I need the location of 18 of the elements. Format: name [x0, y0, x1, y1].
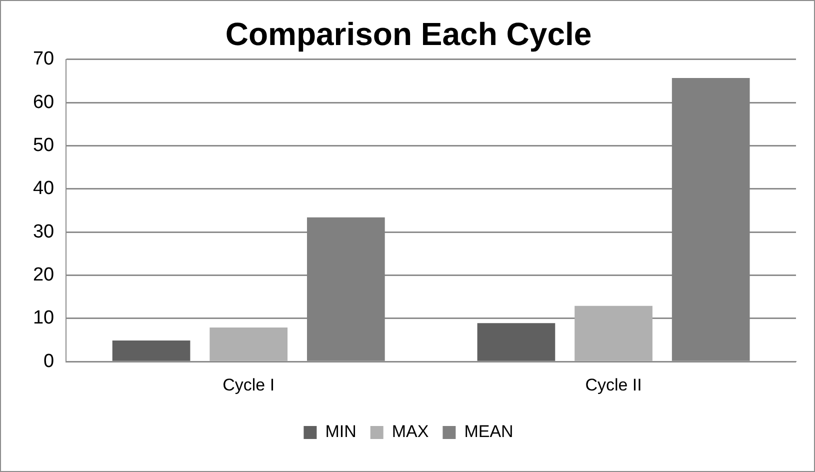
legend-label: MAX: [392, 422, 429, 442]
bar: [112, 340, 190, 361]
bar: [477, 323, 556, 361]
bar: [210, 327, 288, 361]
x-tick-label: Cycle I: [222, 375, 275, 394]
y-tick-label: 40: [32, 178, 54, 200]
y-tick-label: 70: [32, 48, 54, 70]
legend-label: MEAN: [464, 422, 514, 442]
y-tick-label: 10: [32, 308, 54, 329]
x-tick-label: Cycle II: [585, 375, 642, 394]
y-tick-label: 50: [32, 134, 54, 156]
y-tick-label: 0: [44, 350, 54, 372]
y-tick-label: 20: [32, 264, 54, 286]
legend-label: MIN: [325, 422, 356, 442]
bar: [574, 306, 652, 361]
y-tick-label: 60: [32, 92, 54, 113]
y-tick-label: 30: [32, 221, 54, 242]
chart-title: Comparison Each Cycle: [225, 16, 592, 52]
